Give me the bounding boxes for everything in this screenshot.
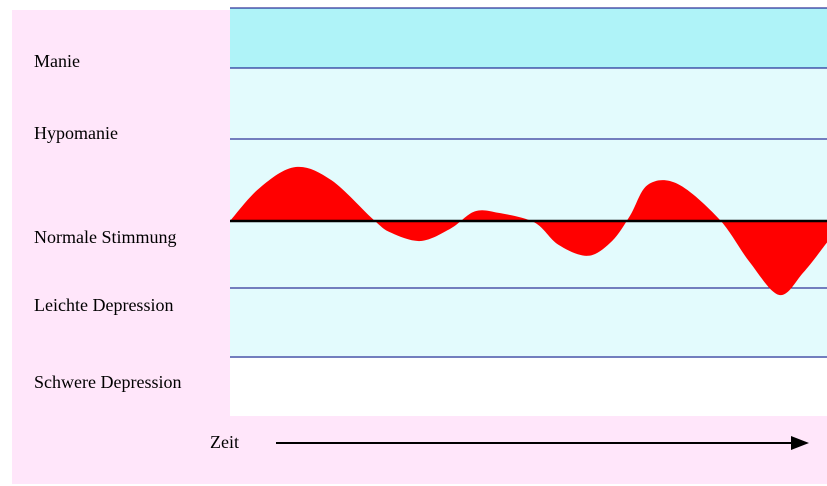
time-arrow-head-icon bbox=[791, 436, 809, 450]
band-mania bbox=[230, 8, 827, 68]
band-severe-depression bbox=[230, 358, 827, 416]
level-label-hypomania: Hypomanie bbox=[34, 123, 118, 143]
mood-curve-area bbox=[230, 166, 827, 296]
level-label-mania: Manie bbox=[34, 51, 80, 71]
level-label-normal: Normale Stimmung bbox=[34, 227, 177, 247]
level-label-severe-depression: Schwere Depression bbox=[34, 372, 182, 392]
level-label-mild-depression: Leichte Depression bbox=[34, 295, 174, 315]
x-axis-label: Zeit bbox=[210, 432, 239, 452]
